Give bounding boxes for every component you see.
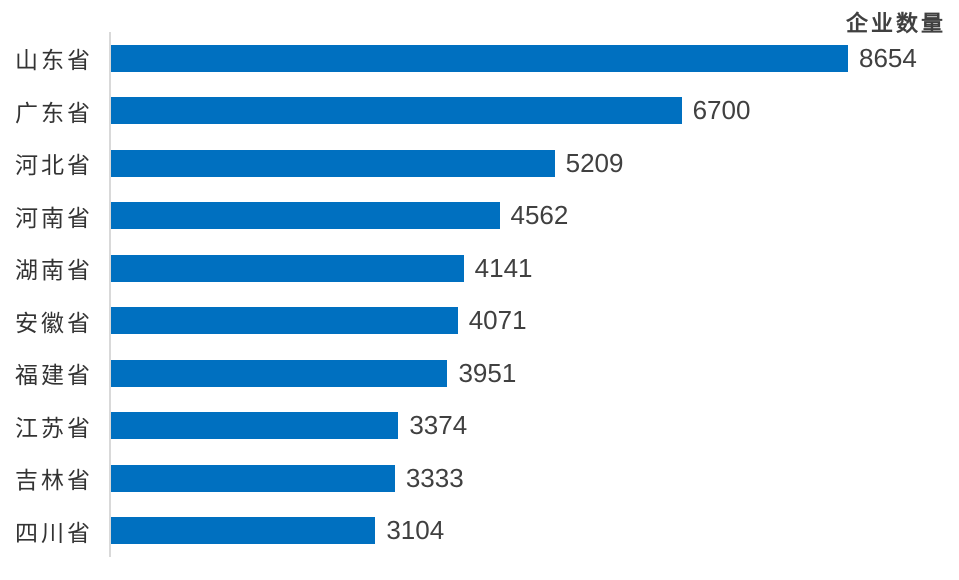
category-label: 江苏省 [15, 415, 93, 441]
bar-area: 3951 [111, 347, 959, 400]
chart-title: 企业数量 [845, 11, 946, 36]
category-label: 湖南省 [15, 258, 93, 284]
value-label: 3374 [409, 410, 468, 441]
value-label: 4562 [510, 200, 569, 231]
value-label: 6700 [692, 95, 751, 126]
category-label: 山东省 [15, 48, 93, 74]
y-axis-line [109, 32, 111, 557]
chart-row: 吉林省 3333 [0, 452, 959, 505]
bar [111, 307, 458, 335]
bar [111, 97, 682, 125]
chart-row: 四川省 3104 [0, 505, 959, 558]
value-label: 5209 [565, 147, 624, 178]
bar-area: 4071 [111, 295, 959, 348]
chart-row: 山东省 8654 [0, 32, 959, 85]
value-label: 3951 [458, 357, 517, 388]
category-label: 吉林省 [15, 468, 93, 494]
bar [111, 254, 464, 282]
chart-row: 河南省 4562 [0, 190, 959, 243]
value-label: 4141 [474, 252, 533, 283]
chart-row: 广东省 6700 [0, 85, 959, 138]
bar [111, 412, 399, 440]
chart-row: 福建省 3951 [0, 347, 959, 400]
bar-area: 5209 [111, 137, 959, 190]
bar [111, 464, 395, 492]
chart-row: 江苏省 3374 [0, 400, 959, 453]
bar-area: 4141 [111, 242, 959, 295]
category-label: 广东省 [15, 100, 93, 126]
category-label: 安徽省 [15, 310, 93, 336]
value-label: 3333 [405, 462, 464, 493]
value-label: 3104 [386, 515, 445, 546]
category-label: 福建省 [15, 363, 93, 389]
bar [111, 359, 448, 387]
bar [111, 517, 376, 545]
bar-area: 6700 [111, 85, 959, 138]
bar-area: 8654 [111, 32, 959, 85]
value-label: 8654 [859, 42, 917, 73]
bar [111, 202, 500, 230]
category-label: 河北省 [15, 153, 93, 179]
bar-area: 3374 [111, 400, 959, 453]
category-label: 四川省 [15, 520, 93, 546]
bar [111, 44, 848, 72]
category-label: 河南省 [15, 205, 93, 231]
value-label: 4071 [468, 305, 527, 336]
chart-rows: 山东省 8654 广东省 6700 河北省 5209 河南省 4562 湖南省 … [0, 32, 959, 557]
chart-row: 安徽省 4071 [0, 295, 959, 348]
bar-area: 3333 [111, 452, 959, 505]
bar-area: 4562 [111, 190, 959, 243]
chart-row: 湖南省 4141 [0, 242, 959, 295]
chart-row: 河北省 5209 [0, 137, 959, 190]
bar-area: 3104 [111, 505, 959, 558]
bar [111, 149, 555, 177]
